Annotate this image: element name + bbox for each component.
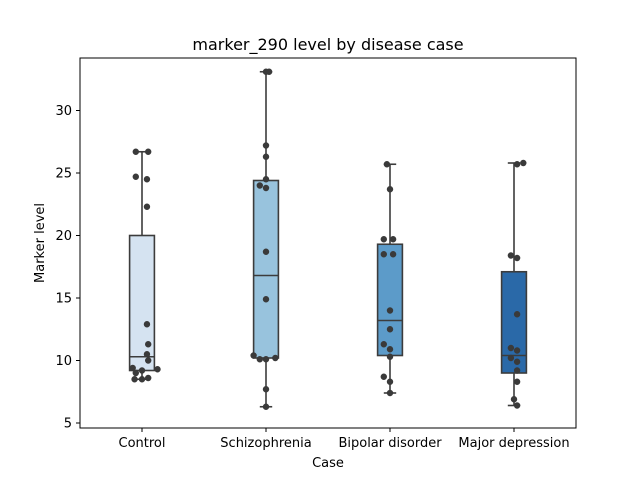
iqr-box	[376, 243, 404, 357]
x-tick-label: Major depression	[458, 436, 569, 451]
box-group-1	[252, 70, 280, 408]
data-point	[262, 403, 270, 410]
data-point	[138, 367, 146, 374]
data-point	[513, 161, 521, 168]
x-axis-label: Case	[312, 456, 344, 471]
box-group-3	[500, 162, 528, 407]
data-point	[256, 182, 263, 189]
data-point	[143, 321, 151, 328]
data-point	[386, 346, 394, 353]
data-point	[380, 236, 387, 243]
y-tick-label: 15	[55, 292, 72, 307]
data-point	[145, 357, 152, 364]
data-point	[138, 376, 146, 383]
data-point	[262, 296, 270, 303]
iqr-box	[252, 179, 280, 359]
data-point	[389, 251, 397, 258]
data-point	[513, 402, 521, 409]
data-point	[256, 356, 263, 363]
data-point	[143, 176, 151, 183]
data-point	[513, 311, 521, 318]
data-point	[380, 373, 387, 380]
data-point	[386, 378, 394, 385]
data-point	[132, 173, 139, 180]
x-tick-label: Schizophrenia	[220, 436, 311, 451]
data-point	[513, 347, 521, 354]
data-point	[145, 341, 152, 348]
data-point	[386, 389, 394, 397]
data-point	[386, 353, 394, 360]
chart-title: marker_290 level by disease case	[192, 35, 463, 55]
data-point	[272, 354, 279, 362]
axes-frame	[79, 57, 577, 429]
data-point	[380, 251, 387, 258]
data-point	[262, 176, 270, 183]
x-tick-label: Bipolar disorder	[338, 436, 442, 451]
data-point	[250, 352, 257, 359]
data-point	[154, 366, 161, 373]
data-point	[513, 254, 521, 262]
data-point	[262, 386, 270, 393]
data-point	[507, 344, 515, 352]
data-point	[510, 396, 518, 403]
y-tick-label: 20	[55, 229, 72, 244]
data-point	[389, 236, 397, 243]
data-point	[262, 184, 270, 192]
data-point	[386, 186, 394, 193]
data-point	[383, 161, 391, 168]
data-point	[262, 153, 270, 160]
y-axis-label: Marker level	[33, 203, 48, 283]
plot-area: 5 10 15 20 25 30 Control Schizophrenia Bipolar d…	[55, 68, 570, 451]
data-point	[129, 364, 136, 372]
data-point	[520, 159, 527, 167]
data-point	[143, 203, 151, 210]
data-point	[513, 358, 521, 365]
data-point	[145, 148, 152, 155]
data-point	[507, 252, 515, 259]
y-tick-label: 5	[64, 417, 72, 432]
y-tick-label: 25	[55, 167, 72, 182]
data-point	[143, 351, 151, 358]
data-point	[262, 356, 270, 363]
data-point	[386, 326, 394, 333]
data-point	[262, 248, 270, 255]
data-point	[386, 307, 394, 314]
data-point	[513, 367, 521, 374]
data-point	[131, 376, 138, 383]
data-point	[380, 341, 387, 348]
data-point	[145, 374, 152, 382]
data-point	[265, 68, 273, 75]
y-tick-label: 10	[55, 354, 72, 369]
data-point	[132, 148, 139, 155]
x-tick-label: Control	[119, 436, 166, 451]
y-tick-label: 30	[55, 104, 72, 119]
iqr-box	[128, 234, 156, 372]
data-point	[513, 378, 521, 385]
data-point	[132, 369, 139, 377]
data-point	[262, 142, 270, 149]
data-point	[507, 354, 515, 362]
